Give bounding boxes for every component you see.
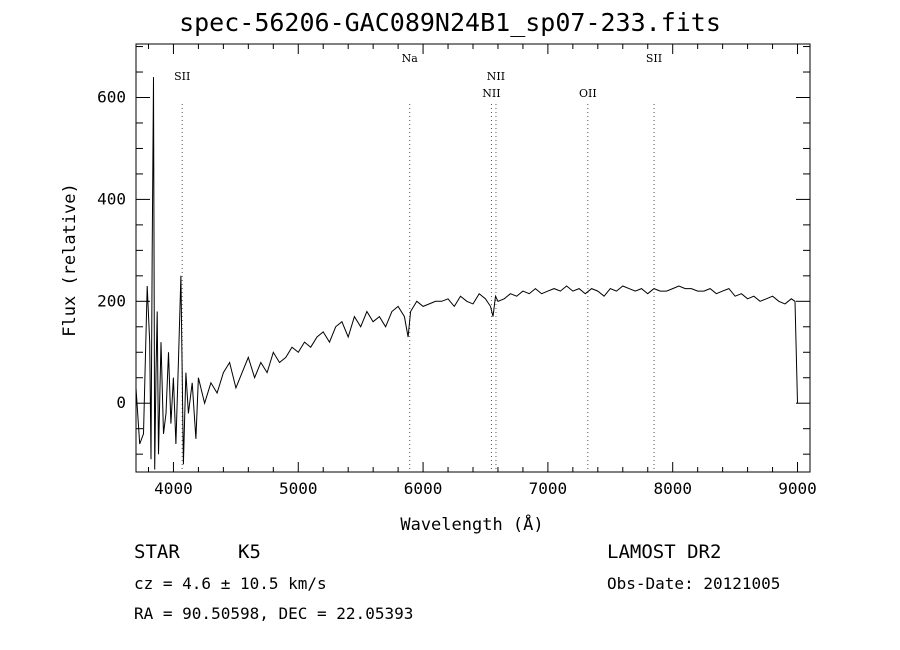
spectrum-series [135, 77, 798, 470]
y-tick-label: 0 [116, 393, 126, 412]
line-marker-label: SII [646, 52, 662, 65]
tick-labels: 4000 5000 6000 7000 8000 9000 0 200 400 600 [97, 88, 817, 499]
x-tick-label: 9000 [778, 479, 817, 498]
obs-date: Obs-Date: 20121005 [607, 574, 781, 593]
plot-axes [135, 43, 811, 473]
object-class: STAR [134, 541, 180, 563]
coordinates: RA = 90.50598, DEC = 22.05393 [134, 604, 414, 623]
line-marker-label: OII [579, 87, 597, 100]
y-axis-label: Flux (relative) [60, 183, 80, 337]
survey-name: LAMOST DR2 [607, 541, 722, 563]
x-tick-label: 8000 [653, 479, 692, 498]
x-tick-label: 5000 [279, 479, 318, 498]
line-marker-label: NII [487, 70, 505, 83]
y-tick-label: 400 [97, 189, 126, 208]
redshift-line: cz = 4.6 ± 10.5 km/s [134, 574, 327, 593]
x-axis-label: Wavelength (Å) [400, 513, 543, 535]
chart-title: spec-56206-GAC089N24B1_sp07-233.fits [179, 8, 721, 37]
line-marker-label: SII [174, 70, 190, 83]
x-tick-label: 6000 [404, 479, 443, 498]
y-tick-label: 200 [97, 291, 126, 310]
spectrum-line [135, 77, 798, 470]
object-subclass: K5 [238, 541, 261, 563]
line-marker-label: Na [402, 52, 419, 65]
plot-frame [135, 43, 811, 473]
y-tick-label: 600 [97, 88, 126, 107]
line-marker-label: NII [482, 87, 500, 100]
emission-line-markers: SII Na NII NII OII SII [174, 52, 662, 472]
x-tick-label: 4000 [154, 479, 193, 498]
x-tick-label: 7000 [529, 479, 568, 498]
